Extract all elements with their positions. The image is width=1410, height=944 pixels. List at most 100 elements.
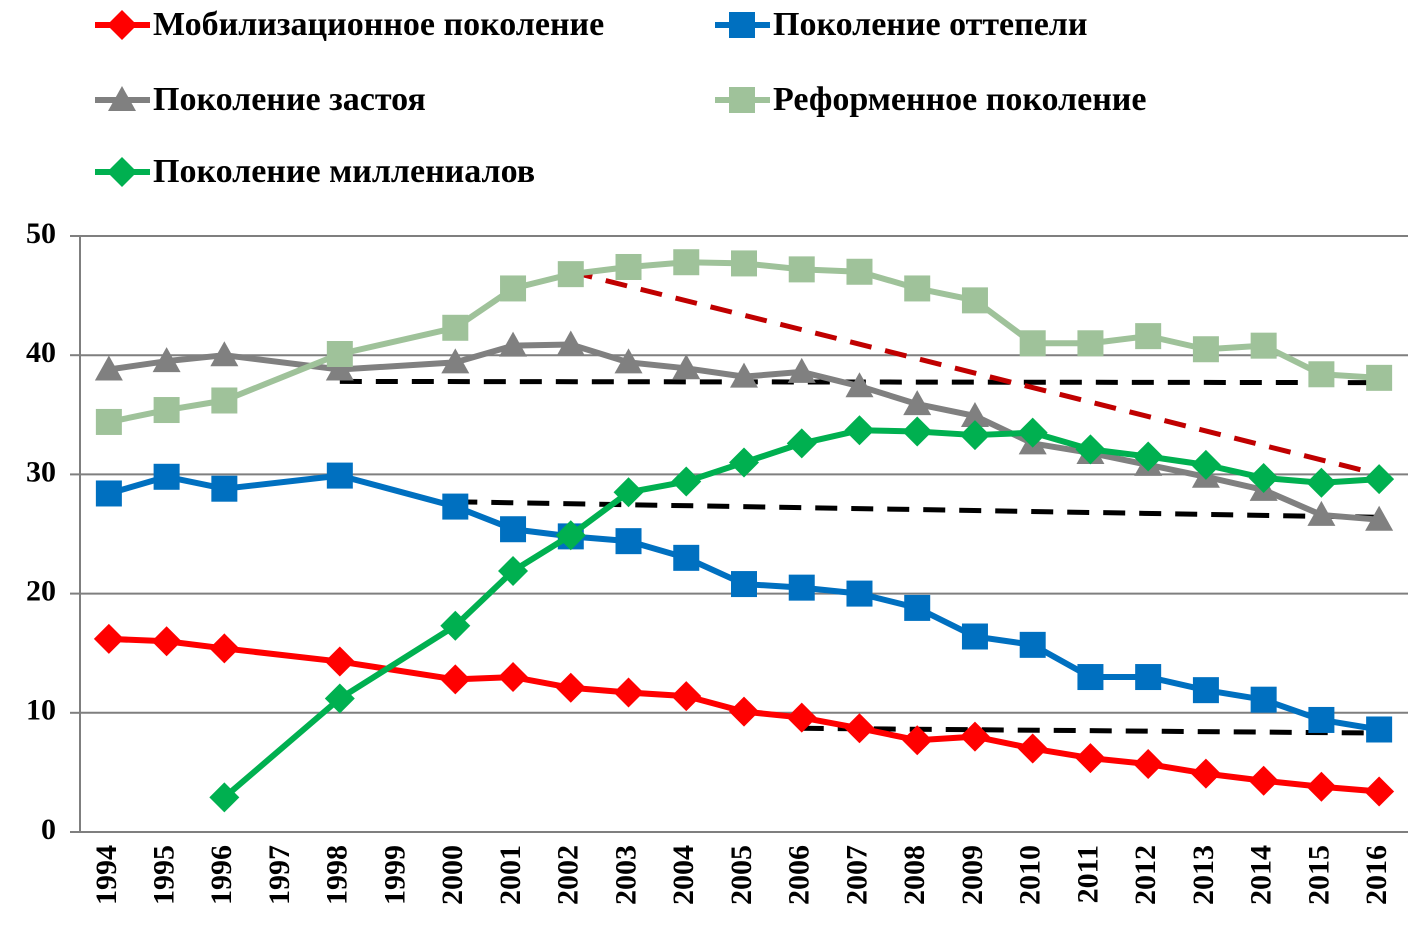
- marker: [556, 330, 585, 356]
- legend-item: Поколение застоя: [95, 81, 426, 118]
- series-line: [108, 259, 1380, 425]
- trend-line: [801, 725, 1380, 736]
- trend-line: [570, 269, 1380, 477]
- marker: [555, 672, 586, 703]
- marker: [1306, 467, 1337, 498]
- marker: [729, 696, 759, 727]
- marker: [152, 347, 181, 373]
- marker: [960, 401, 989, 427]
- marker: [613, 677, 644, 708]
- marker: [1075, 434, 1106, 465]
- x-tick-label: 2002: [552, 845, 585, 905]
- legend-item: Поколение миллениалов: [95, 153, 535, 190]
- x-tick-label: 2001: [494, 845, 527, 905]
- marker: [211, 475, 238, 502]
- x-tick-label: 2009: [956, 845, 989, 905]
- marker: [1019, 330, 1046, 357]
- marker: [615, 253, 642, 280]
- marker: [844, 713, 875, 744]
- marker: [671, 681, 702, 712]
- marker: [1135, 664, 1162, 691]
- marker: [210, 341, 239, 367]
- legend-label: Поколение миллениалов: [153, 153, 535, 190]
- marker: [788, 256, 815, 283]
- legend-item: Поколение оттепели: [715, 6, 1087, 43]
- marker: [1307, 500, 1336, 526]
- marker: [324, 683, 355, 714]
- x-tick-label: 2005: [725, 845, 758, 905]
- marker: [94, 355, 123, 381]
- marker: [613, 477, 644, 508]
- marker: [672, 354, 701, 380]
- marker: [903, 390, 932, 416]
- marker: [1364, 776, 1395, 807]
- legend-item: Мобилизационное поколение: [95, 6, 604, 43]
- marker: [1366, 364, 1393, 391]
- marker: [671, 466, 702, 497]
- marker: [1250, 332, 1277, 359]
- marker: [1248, 462, 1279, 493]
- x-tick-label: 1994: [90, 845, 123, 905]
- y-tick-label: 50: [26, 217, 56, 250]
- marker: [731, 250, 757, 277]
- marker: [1077, 330, 1104, 357]
- marker: [500, 516, 527, 543]
- y-tick-label: 0: [41, 813, 56, 846]
- x-tick-label: 1999: [378, 845, 411, 905]
- marker: [1190, 758, 1221, 789]
- marker: [959, 721, 990, 752]
- marker: [729, 447, 759, 478]
- marker: [209, 782, 240, 813]
- marker: [211, 387, 238, 414]
- marker: [904, 275, 931, 302]
- marker: [1133, 749, 1164, 780]
- marker: [500, 275, 527, 302]
- marker: [440, 610, 471, 641]
- legend-item: Реформенное поколение: [715, 81, 1147, 118]
- x-tick-label: 2015: [1302, 845, 1335, 905]
- marker: [902, 416, 933, 447]
- x-tick-label: 2000: [436, 845, 469, 905]
- x-tick-label: 2004: [667, 845, 700, 905]
- legend-marker: [729, 87, 755, 113]
- x-tick-label: 2012: [1129, 845, 1162, 905]
- marker: [961, 287, 988, 314]
- marker: [1366, 716, 1393, 743]
- marker: [787, 357, 816, 383]
- marker: [1017, 733, 1048, 764]
- marker: [1135, 323, 1162, 350]
- x-tick-label: 2007: [840, 845, 873, 905]
- marker: [1248, 765, 1279, 796]
- x-tick-label: 1998: [321, 845, 354, 905]
- x-tick-label: 2013: [1187, 845, 1220, 905]
- x-tick-label: 2003: [609, 845, 642, 905]
- marker: [845, 372, 874, 398]
- marker: [209, 633, 240, 664]
- legend-marker: [729, 12, 755, 38]
- legend-marker: [108, 86, 136, 111]
- marker: [902, 725, 933, 756]
- marker: [326, 341, 353, 368]
- y-tick-label: 40: [26, 336, 56, 369]
- marker: [673, 249, 700, 276]
- marker: [441, 348, 470, 374]
- y-tick-label: 30: [26, 455, 56, 488]
- marker: [153, 397, 180, 424]
- x-tick-label: 2008: [898, 845, 931, 905]
- marker: [959, 420, 990, 451]
- legend-label: Поколение застоя: [153, 81, 426, 118]
- marker: [786, 428, 817, 459]
- marker: [904, 594, 931, 621]
- marker: [673, 544, 700, 571]
- x-tick-label: 2014: [1245, 845, 1278, 905]
- x-tick-label: 2011: [1071, 845, 1104, 903]
- marker: [1306, 771, 1337, 802]
- marker: [961, 623, 988, 650]
- marker: [326, 462, 353, 489]
- legend-label: Поколение оттепели: [773, 6, 1087, 43]
- x-tick-label: 2006: [783, 845, 816, 905]
- marker: [95, 408, 122, 435]
- marker: [442, 493, 469, 520]
- marker: [498, 555, 529, 586]
